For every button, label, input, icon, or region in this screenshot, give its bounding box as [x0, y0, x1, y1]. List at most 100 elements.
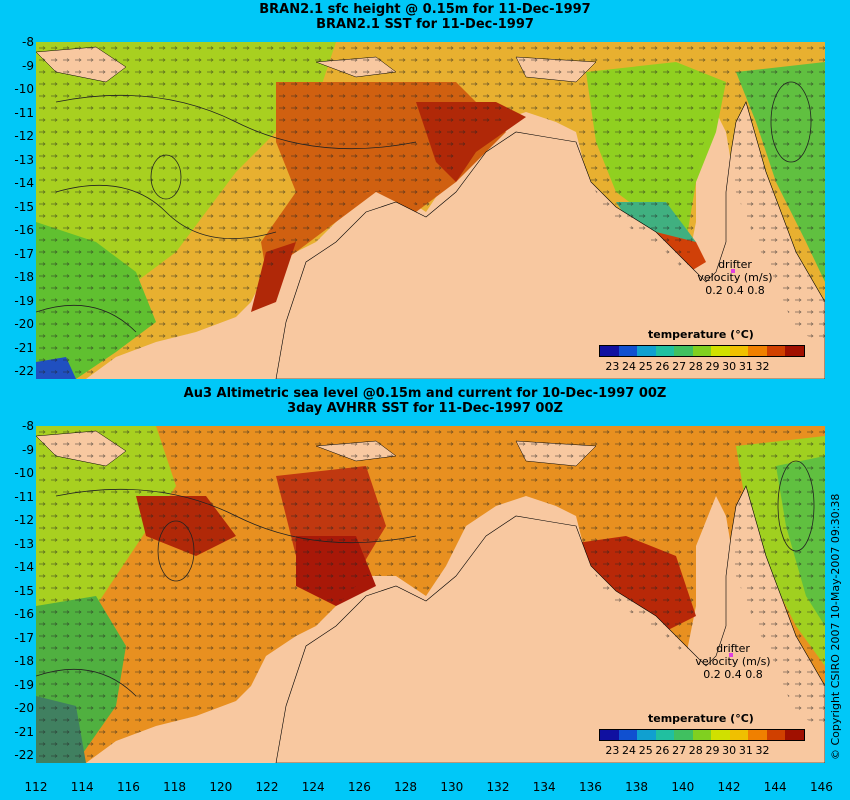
bottom-lat-tick: -10 — [14, 466, 34, 480]
colorbar-tick-label: 25 — [638, 744, 653, 757]
bottom-lat-tick: -20 — [14, 701, 34, 715]
colorbar-tick-label: 26 — [655, 360, 670, 373]
lon-tick: 112 — [24, 780, 48, 794]
colorbar-swatch — [766, 346, 786, 356]
top-drifter-marker — [731, 269, 735, 273]
colorbar-swatch — [785, 730, 805, 740]
colorbar-tick-label: 24 — [622, 360, 637, 373]
colorbar-swatch — [785, 346, 805, 356]
top-sst-map — [36, 42, 825, 379]
top-drifter-label: drifter — [718, 258, 752, 271]
bottom-lat-tick: -9 — [22, 442, 34, 457]
colorbar-tick-label: 28 — [688, 360, 703, 373]
lon-tick: 146 — [809, 780, 833, 794]
colorbar-swatch — [655, 730, 675, 740]
colorbar-tick-label: 32 — [755, 360, 770, 373]
bottom-lat-tick: -15 — [14, 583, 34, 598]
top-drifter-legend: drifter velocity (m/s) 0.2 0.4 0.8 — [680, 258, 790, 297]
bottom-lat-tick: -16 — [14, 607, 34, 621]
colorbar-tick-label: 30 — [722, 744, 737, 757]
bottom-lat-tick: -18 — [14, 654, 34, 668]
bottom-legend-title: temperature (°C) — [648, 712, 754, 725]
lon-tick: 120 — [209, 780, 233, 794]
bottom-velocity-scale: 0.2 0.4 0.8 — [703, 668, 763, 681]
colorbar-tick-label: 23 — [605, 360, 620, 373]
bottom-title-line2: 3day AVHRR SST for 11-Dec-1997 00Z — [287, 401, 563, 416]
bottom-lat-tick: -13 — [14, 536, 34, 551]
colorbar-tick-label: 27 — [672, 360, 687, 373]
copyright-text: © Copyright CSIRO 2007 10-May-2007 09:30… — [829, 493, 842, 760]
colorbar-tick-label: 25 — [638, 360, 653, 373]
top-title-line1: BRAN2.1 sfc height @ 0.15m for 11-Dec-19… — [259, 2, 591, 17]
bottom-drifter-label: drifter — [716, 642, 750, 655]
top-lat-tick: -11 — [14, 105, 34, 120]
lon-tick: 136 — [578, 780, 602, 794]
top-lat-tick: -9 — [22, 58, 34, 73]
colorbar-swatch — [674, 346, 693, 356]
colorbar-swatch — [674, 730, 693, 740]
colorbar-tick-label: 31 — [738, 360, 753, 373]
lon-tick: 114 — [70, 780, 94, 794]
bottom-colorbar-labels: 23 24 25 26 27 28 29 30 31 32 — [604, 744, 771, 757]
bottom-colorbar — [599, 729, 805, 741]
colorbar-swatch — [711, 346, 730, 356]
top-colorbar-labels: 23 24 25 26 27 28 29 30 31 32 — [604, 360, 771, 373]
colorbar-tick-label: 31 — [738, 744, 753, 757]
colorbar-swatch — [618, 730, 638, 740]
bottom-title-line1: Au3 Altimetric sea level @0.15m and curr… — [183, 386, 667, 401]
lon-tick: 124 — [301, 780, 325, 794]
lon-tick: 144 — [763, 780, 787, 794]
colorbar-swatch — [600, 730, 619, 740]
top-lat-tick: -12 — [14, 129, 34, 143]
bottom-map-graphic — [36, 426, 825, 763]
top-legend-title: temperature (°C) — [648, 328, 754, 341]
colorbar-swatch — [748, 730, 767, 740]
top-lat-tick: -18 — [14, 270, 34, 284]
top-lat-tick: -8 — [22, 35, 34, 49]
top-lat-tick: -15 — [14, 199, 34, 214]
lon-tick: 134 — [532, 780, 556, 794]
colorbar-tick-label: 32 — [755, 744, 770, 757]
bottom-lat-tick: -22 — [14, 748, 34, 762]
colorbar-swatch — [692, 730, 712, 740]
colorbar-swatch — [637, 730, 656, 740]
top-velocity-label: velocity (m/s) — [697, 271, 773, 284]
colorbar-swatch — [729, 730, 749, 740]
colorbar-tick-label: 23 — [605, 744, 620, 757]
lon-tick: 140 — [671, 780, 695, 794]
colorbar-tick-label: 29 — [705, 744, 720, 757]
bottom-lat-tick: -14 — [14, 560, 34, 574]
colorbar-tick-label: 27 — [672, 744, 687, 757]
colorbar-swatch — [729, 346, 749, 356]
top-velocity-scale: 0.2 0.4 0.8 — [705, 284, 765, 297]
colorbar-swatch — [692, 346, 712, 356]
colorbar-swatch — [766, 730, 786, 740]
bottom-lat-tick: -11 — [14, 489, 34, 504]
colorbar-swatch — [711, 730, 730, 740]
lon-tick: 126 — [347, 780, 371, 794]
colorbar-swatch — [600, 346, 619, 356]
colorbar-swatch — [655, 346, 675, 356]
top-lat-tick: -10 — [14, 82, 34, 96]
bottom-velocity-label: velocity (m/s) — [695, 655, 771, 668]
top-lat-tick: -22 — [14, 364, 34, 378]
top-lat-tick: -14 — [14, 176, 34, 190]
lon-tick: 116 — [116, 780, 140, 794]
bottom-lat-tick: -19 — [14, 677, 34, 692]
colorbar-tick-label: 29 — [705, 360, 720, 373]
bottom-sst-map — [36, 426, 825, 763]
top-lat-tick: -13 — [14, 152, 34, 167]
lon-tick: 122 — [255, 780, 279, 794]
top-lat-tick: -21 — [14, 340, 34, 355]
colorbar-tick-label: 30 — [722, 360, 737, 373]
top-lat-tick: -16 — [14, 223, 34, 237]
bottom-drifter-legend: drifter velocity (m/s) 0.2 0.4 0.8 — [678, 642, 788, 681]
top-map-graphic — [36, 42, 825, 379]
colorbar-swatch — [748, 346, 767, 356]
top-lat-tick: -19 — [14, 293, 34, 308]
top-colorbar — [599, 345, 805, 357]
bottom-lat-tick: -21 — [14, 724, 34, 739]
lon-tick: 142 — [717, 780, 741, 794]
top-lat-tick: -17 — [14, 246, 34, 261]
colorbar-tick-label: 28 — [688, 744, 703, 757]
